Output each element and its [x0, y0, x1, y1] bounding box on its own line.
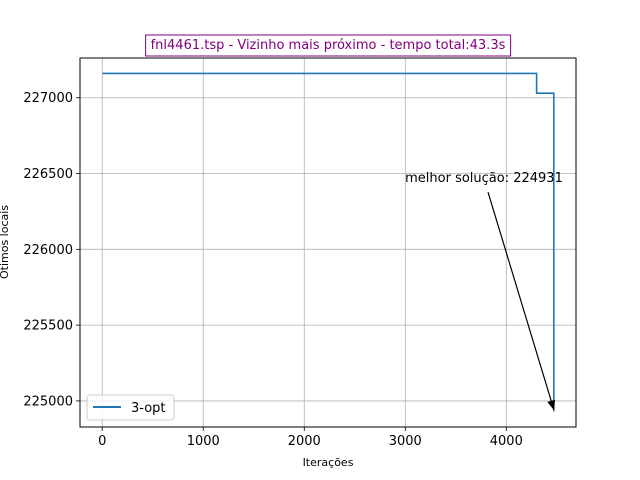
plot-frame	[79, 57, 577, 428]
grid	[80, 58, 576, 427]
series-layer	[102, 72, 555, 412]
axis-ticks: 0 1000 2000 3000 4000 225000 225500 226000 22650…	[23, 91, 522, 449]
x-tick-label: 0	[98, 434, 106, 449]
annotation-arrow	[487, 191, 555, 411]
y-tick-label: 225500	[23, 319, 73, 334]
x-tick-label: 4000	[490, 434, 523, 449]
chart-title: fnl4461.tsp - Vizinho mais próximo - tem…	[151, 38, 506, 53]
y-tick-label: 227000	[23, 91, 73, 106]
y-axis-label: Ótimos locais	[0, 205, 11, 279]
chart-title-box	[145, 34, 512, 57]
x-axis-label: Iterações	[303, 456, 354, 469]
annotation-text: melhor solução: 224931	[405, 171, 563, 186]
y-tick-label: 225000	[23, 394, 73, 409]
y-tick-label: 226000	[23, 243, 73, 258]
annotation-group: melhor solução: 224931	[405, 171, 563, 411]
legend-box	[86, 394, 175, 421]
chart-title-group: fnl4461.tsp - Vizinho mais próximo - tem…	[145, 34, 512, 57]
y-tick-label: 226500	[23, 167, 73, 182]
x-tick-label: 3000	[389, 434, 422, 449]
legend-label-3-opt: 3-opt	[131, 401, 166, 416]
series-line-3-opt	[102, 72, 555, 412]
x-tick-label: 2000	[288, 434, 321, 449]
legend: 3-opt	[86, 394, 175, 421]
x-tick-label: 1000	[187, 434, 220, 449]
